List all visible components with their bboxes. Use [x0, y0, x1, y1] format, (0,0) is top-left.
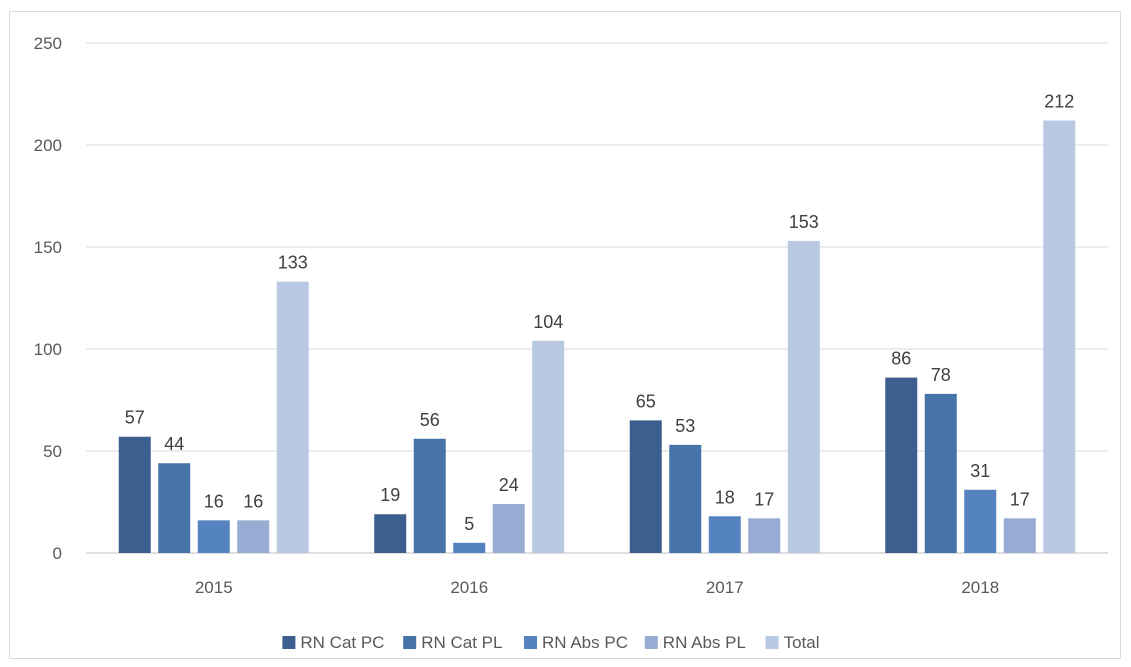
bar: [374, 514, 407, 553]
y-tick-label: 200: [34, 136, 62, 155]
bar: [276, 281, 309, 553]
data-label: 53: [675, 416, 695, 436]
bar: [1003, 518, 1036, 553]
y-tick-label: 50: [43, 442, 62, 461]
bar: [532, 340, 565, 553]
bar: [413, 438, 446, 553]
bar: [237, 520, 270, 553]
data-label: 16: [243, 491, 263, 511]
y-tick-label: 0: [53, 544, 62, 563]
data-label: 17: [1010, 489, 1030, 509]
legend-label: RN Cat PL: [421, 633, 502, 652]
data-label: 17: [754, 489, 774, 509]
legend-swatch: [644, 636, 658, 649]
data-label: 104: [533, 312, 563, 332]
bar: [118, 436, 151, 553]
x-tick-label: 2016: [450, 578, 488, 597]
legend-label: RN Cat PC: [300, 633, 384, 652]
data-label: 19: [380, 485, 400, 505]
legend-swatch: [403, 636, 417, 649]
data-label: 133: [278, 253, 308, 273]
bar: [197, 520, 230, 553]
x-tick-label: 2017: [706, 578, 744, 597]
bar: [708, 516, 741, 553]
bar: [492, 504, 525, 553]
data-label: 78: [931, 365, 951, 385]
bar: [629, 420, 662, 553]
data-label: 31: [970, 461, 990, 481]
data-label: 153: [789, 212, 819, 232]
bar: [1043, 120, 1076, 554]
y-tick-label: 150: [34, 238, 62, 257]
bar: [885, 377, 918, 553]
data-label: 24: [499, 475, 519, 495]
data-label: 16: [204, 491, 224, 511]
data-label: 5: [464, 514, 474, 534]
bar: [453, 542, 486, 553]
bar: [964, 489, 997, 553]
data-label: 86: [891, 349, 911, 369]
x-tick-label: 2018: [961, 578, 999, 597]
data-label: 57: [125, 408, 145, 428]
legend-swatch: [765, 636, 779, 649]
data-label: 65: [636, 391, 656, 411]
bar: [748, 518, 781, 553]
data-label: 56: [420, 410, 440, 430]
bar: [787, 240, 820, 553]
legend-label: RN Abs PL: [663, 633, 746, 652]
data-label: 44: [164, 434, 184, 454]
data-label: 212: [1044, 92, 1074, 112]
bar: [158, 463, 191, 553]
legend-label: Total: [784, 633, 820, 652]
data-label: 18: [715, 487, 735, 507]
bar: [924, 393, 957, 553]
legend-label: RN Abs PC: [542, 633, 628, 652]
chart-area: 0 50 100 150 200 250 57 44 16 16 133 2015 19 56 5 24 104…: [9, 11, 1121, 659]
legend-swatch: [524, 636, 537, 649]
y-tick-label: 100: [34, 340, 62, 359]
legend-swatch: [282, 636, 296, 649]
y-tick-label: 250: [34, 34, 62, 53]
bar: [669, 444, 702, 553]
x-tick-label: 2015: [195, 578, 233, 597]
